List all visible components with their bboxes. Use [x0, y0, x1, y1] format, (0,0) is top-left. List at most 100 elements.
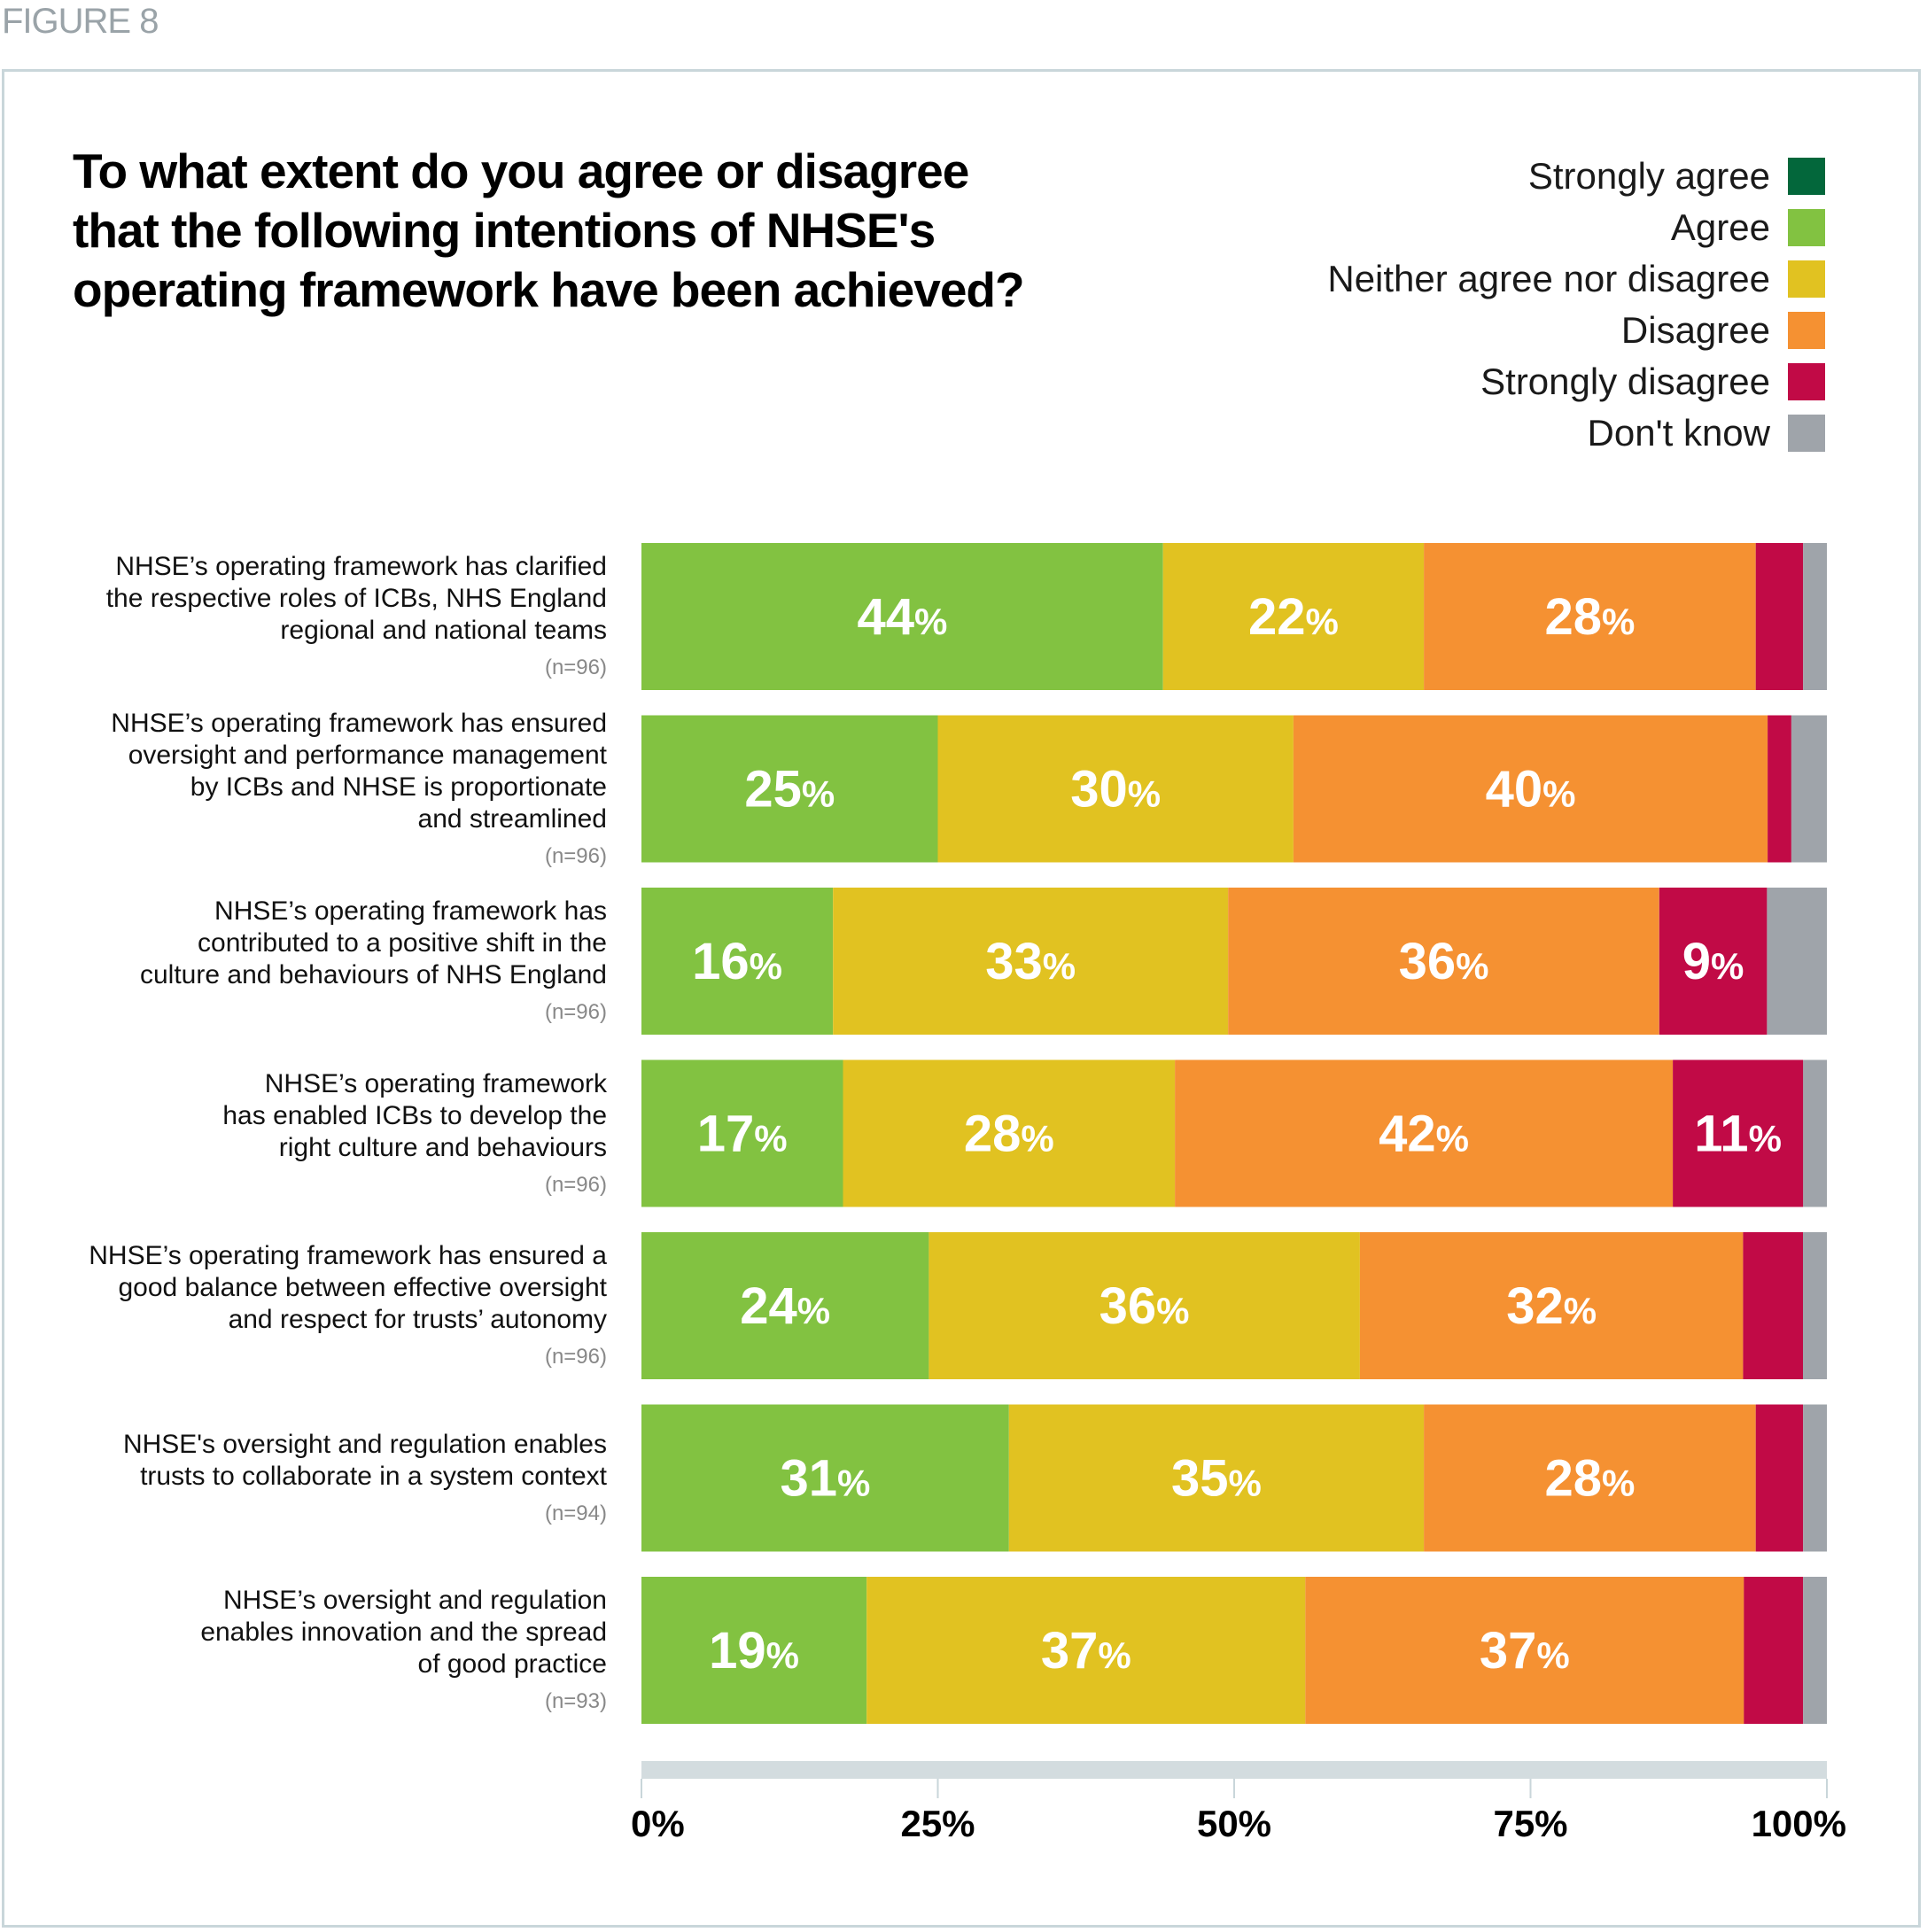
row-label-line: by ICBs and NHSE is proportionate	[190, 772, 607, 802]
row-label: NHSE’s operating framework has enabled IC…	[53, 1068, 607, 1201]
row-label: NHSE’s operating framework has ensured a…	[53, 1240, 607, 1373]
x-tick-label: 100%	[1752, 1803, 1846, 1844]
bar-segment	[1162, 543, 1425, 690]
legend-swatch	[1788, 312, 1825, 349]
bar-segment	[937, 715, 1294, 863]
bar-segment	[1767, 888, 1827, 1035]
x-tick-label: 50%	[1197, 1803, 1271, 1844]
row-label-line: NHSE’s operating framework has ensured a	[89, 1241, 607, 1270]
data-label: 22%	[1248, 588, 1339, 646]
row-label-line: contributed to a positive shift in the	[198, 928, 607, 958]
bar-segment	[641, 888, 834, 1035]
data-label: 35%	[1171, 1450, 1262, 1508]
bar-segment	[641, 1059, 843, 1207]
row-label: NHSE’s oversight and regulation enables i…	[53, 1585, 607, 1718]
figure-label: FIGURE 8	[2, 2, 159, 41]
legend-item: Agree	[1327, 202, 1825, 253]
row-label: NHSE’s operating framework has contribute…	[53, 896, 607, 1028]
row-sample-size: (n=93)	[544, 1689, 607, 1713]
row-label-line: and streamlined	[417, 803, 607, 834]
bar-segment	[843, 1059, 1176, 1207]
data-label: 25%	[744, 761, 835, 819]
row-label-line: NHSE’s operating framework	[264, 1068, 607, 1098]
figure-frame	[2, 69, 1921, 1928]
data-label: 9%	[1682, 933, 1744, 990]
data-label: 33%	[985, 933, 1076, 990]
row-label-line: NHSE's oversight and regulation enables	[122, 1429, 607, 1459]
data-label: 37%	[1480, 1622, 1570, 1680]
bar-segment	[929, 1232, 1360, 1379]
bar-segment	[1791, 715, 1827, 863]
data-label: 37%	[1041, 1622, 1131, 1680]
row-label-line: has enabled ICBs to develop the	[222, 1100, 607, 1130]
bar-segment	[1659, 888, 1768, 1035]
data-label: 36%	[1099, 1277, 1190, 1335]
bar-segment	[1803, 1577, 1827, 1724]
row-label-line: culture and behaviours of NHS England	[140, 960, 607, 989]
bar-segment	[1673, 1059, 1804, 1207]
legend-swatch	[1788, 260, 1825, 298]
legend-item: Strongly disagree	[1327, 356, 1825, 407]
bar-segment	[1768, 715, 1791, 863]
data-label: 17%	[697, 1106, 788, 1163]
legend-label: Strongly disagree	[1480, 361, 1770, 402]
bar-segment	[1305, 1577, 1744, 1724]
legend-item: Don't know	[1327, 407, 1825, 459]
row-label-line: NHSE’s operating framework has ensured	[111, 708, 607, 738]
row-label-line: NHSE’s oversight and regulation	[222, 1586, 607, 1615]
data-label: 28%	[964, 1106, 1054, 1163]
legend-swatch	[1788, 158, 1825, 195]
row-label-line: NHSE’s operating framework has	[214, 896, 607, 926]
row-sample-size: (n=94)	[544, 1501, 607, 1525]
chart-title: To what extent do you agree or disagree …	[73, 144, 1025, 317]
data-label: 44%	[857, 588, 947, 646]
row-label: NHSE’s operating framework has clarified…	[53, 551, 607, 684]
legend-swatch	[1788, 363, 1825, 400]
data-label: 28%	[1544, 1450, 1635, 1508]
bar-segment	[1803, 1232, 1827, 1379]
x-tick-label: 25%	[900, 1803, 975, 1844]
bar-segment	[641, 543, 1163, 690]
bar-segment	[833, 888, 1229, 1035]
bar-segment	[1755, 543, 1804, 690]
legend-item: Disagree	[1327, 305, 1825, 356]
bar-segment	[1803, 543, 1827, 690]
x-tick-label: 75%	[1493, 1803, 1567, 1844]
legend-label: Strongly agree	[1527, 155, 1770, 197]
legend-label: Neither agree nor disagree	[1327, 258, 1770, 299]
bar-segment	[866, 1577, 1306, 1724]
legend-swatch	[1788, 209, 1825, 246]
row-label-line: trusts to collaborate in a system contex…	[140, 1461, 607, 1491]
row-label-line: NHSE’s operating framework has clarified	[115, 552, 607, 581]
bar-segment	[1744, 1577, 1804, 1724]
data-label: 16%	[692, 933, 782, 990]
data-label: 19%	[709, 1622, 799, 1680]
legend-item: Strongly agree	[1327, 151, 1825, 202]
bar-segment	[1755, 1404, 1804, 1552]
row-label-line: enables innovation and the spread	[200, 1618, 607, 1647]
bar-segment	[1175, 1059, 1674, 1207]
legend-label: Disagree	[1620, 309, 1770, 351]
row-label-line: of good practice	[417, 1649, 607, 1679]
row-label-line: regional and national teams	[280, 616, 607, 645]
legend-label: Agree	[1670, 206, 1770, 248]
row-label: NHSE’s operating framework has ensured ov…	[53, 708, 607, 873]
bar-segment	[641, 715, 938, 863]
bar-segment	[1743, 1232, 1803, 1379]
row-sample-size: (n=96)	[544, 656, 607, 679]
bar-segment	[1359, 1232, 1744, 1379]
row-sample-size: (n=96)	[544, 1345, 607, 1369]
bar-segment	[641, 1404, 1009, 1552]
bar-segment	[1008, 1404, 1425, 1552]
row-label-line: and respect for trusts’ autonomy	[228, 1305, 607, 1334]
row-sample-size: (n=96)	[544, 1000, 607, 1024]
row-label-line: good balance between effective oversight	[118, 1273, 608, 1302]
data-label: 24%	[740, 1277, 830, 1335]
legend-item: Neither agree nor disagree	[1327, 253, 1825, 305]
row-sample-size: (n=96)	[544, 1172, 607, 1197]
bar-segment	[1424, 543, 1756, 690]
row-label-line: the respective roles of ICBs, NHS Englan…	[105, 584, 607, 613]
bar-segment	[641, 1577, 867, 1724]
data-label: 11%	[1694, 1106, 1782, 1163]
